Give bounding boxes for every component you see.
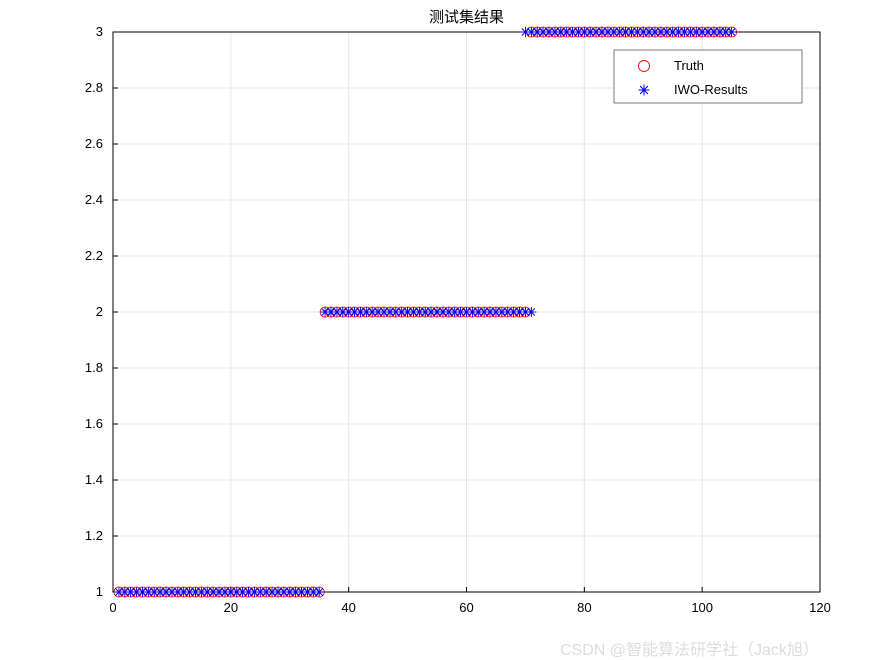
x-tick-label: 0 bbox=[109, 600, 116, 615]
y-tick-label: 2.6 bbox=[85, 136, 103, 151]
y-tick-label: 1.2 bbox=[85, 528, 103, 543]
y-tick-label: 2.2 bbox=[85, 248, 103, 263]
x-tick-label: 100 bbox=[691, 600, 713, 615]
watermark-text: CSDN @智能算法研学社（Jack旭） bbox=[560, 636, 819, 660]
chart-title: 测试集结果 bbox=[429, 9, 504, 26]
x-tick-label: 20 bbox=[224, 600, 238, 615]
y-tick-label: 2.4 bbox=[85, 192, 103, 207]
legend-label: IWO-Results bbox=[674, 82, 748, 97]
x-tick-label: 60 bbox=[459, 600, 473, 615]
y-tick-label: 2.8 bbox=[85, 80, 103, 95]
y-tick-label: 2 bbox=[96, 304, 103, 319]
x-tick-label: 80 bbox=[577, 600, 591, 615]
y-tick-label: 1 bbox=[96, 584, 103, 599]
y-tick-label: 1.6 bbox=[85, 416, 103, 431]
x-tick-label: 120 bbox=[809, 600, 831, 615]
y-tick-label: 1.8 bbox=[85, 360, 103, 375]
y-tick-label: 3 bbox=[96, 24, 103, 39]
x-tick-label: 40 bbox=[341, 600, 355, 615]
legend: Truth IWO-Results bbox=[614, 50, 802, 103]
chart-canvas: 0 20 40 60 80 100 120 1 1.2 1.4 1.6 1.8 2 2.2 2.4 2.6 2.… bbox=[0, 0, 875, 656]
legend-label: Truth bbox=[674, 58, 704, 73]
y-tick-label: 1.4 bbox=[85, 472, 103, 487]
